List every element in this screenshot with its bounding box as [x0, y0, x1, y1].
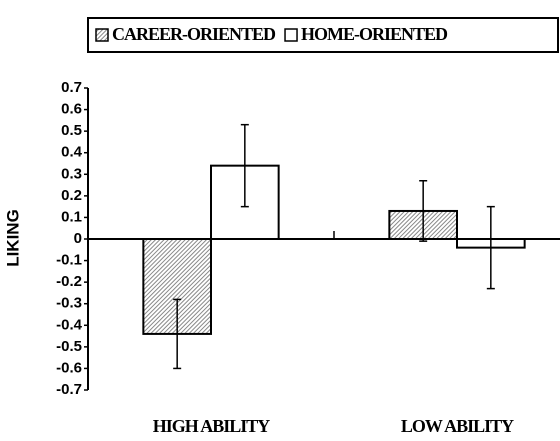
legend-label: CAREER-ORIENTED — [112, 24, 276, 44]
y-tick-label: 0.3 — [61, 165, 82, 182]
error-bar — [240, 123, 249, 208]
y-tick-label: 0 — [74, 230, 82, 247]
y-tick-label: 0.6 — [61, 101, 82, 118]
y-tick-label: 0.7 — [61, 79, 82, 96]
y-tick-label: -0.2 — [56, 273, 82, 290]
y-tick-label: -0.3 — [56, 295, 82, 312]
y-tick-label: -0.5 — [56, 338, 82, 355]
x-tick-label: HIGH ABILITY — [153, 416, 271, 436]
error-bar — [419, 180, 428, 242]
y-tick-label: -0.7 — [56, 381, 82, 398]
y-tick-label: 0.5 — [61, 122, 82, 139]
y-tick-label: -0.6 — [56, 359, 82, 376]
y-axis-label: LIKING — [3, 209, 22, 267]
y-tick-label: -0.4 — [56, 316, 83, 333]
legend-box — [87, 17, 559, 53]
error-bar — [173, 298, 182, 370]
error-bar — [486, 205, 495, 290]
y-tick-label: 0.2 — [61, 187, 82, 204]
y-tick-label: 0.1 — [61, 208, 82, 225]
y-tick-label: 0.4 — [61, 144, 83, 161]
legend-label: HOME-ORIENTED — [301, 24, 448, 44]
y-tick-label: -0.1 — [56, 252, 82, 269]
x-tick-label: LOW ABILITY — [401, 416, 514, 436]
legend-swatch — [284, 28, 298, 42]
legend-swatch — [95, 28, 109, 42]
